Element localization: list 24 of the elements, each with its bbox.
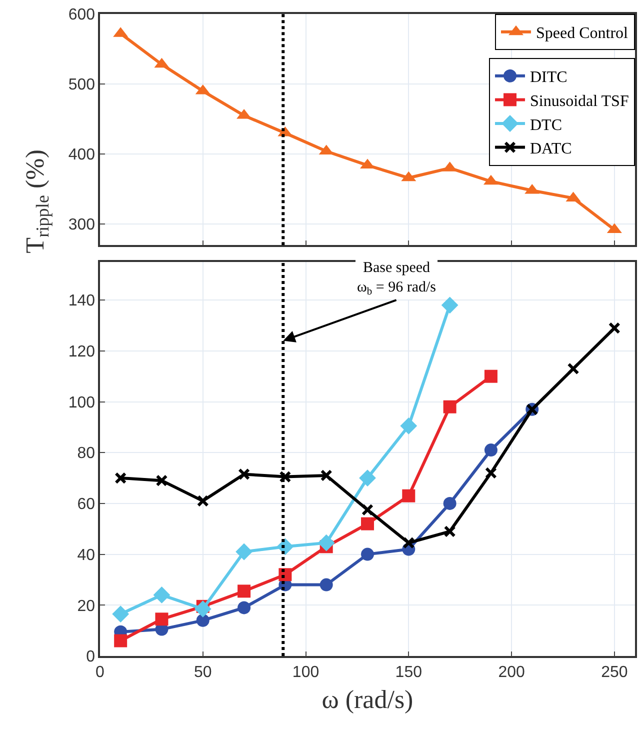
y-tick-label: 80 <box>77 445 96 462</box>
y-tick-label: 500 <box>68 76 96 94</box>
y-tick-label: 60 <box>77 496 96 514</box>
x-tick-label: 200 <box>498 664 525 681</box>
x-axis-title: ω (rad/s) <box>322 685 414 714</box>
y-tick-label: 400 <box>68 146 96 164</box>
y-tick-label: 600 <box>68 6 96 24</box>
x-tick-label: 100 <box>292 664 320 681</box>
y-tick-label: 100 <box>68 394 96 412</box>
legend-label: Speed Control <box>536 25 629 42</box>
y-tick-label: 20 <box>77 598 96 615</box>
x-tick-label: 50 <box>194 664 212 681</box>
legend-label: DTC <box>530 116 562 134</box>
y-tick-label: 140 <box>68 292 96 310</box>
legend-label: Sinusoidal TSF <box>530 92 629 110</box>
y-tick-label: 120 <box>68 344 96 361</box>
x-tick-label: 250 <box>601 664 628 681</box>
y-tick-label: 300 <box>68 216 96 234</box>
y-tick-label: 40 <box>77 546 96 564</box>
y-tick-label: 0 <box>86 648 96 666</box>
annotation: Base speed ω$_{b}$ = 96 rad/s <box>357 260 436 298</box>
legend-label: DATC <box>530 140 572 158</box>
x-tick-label: 150 <box>395 664 422 681</box>
legend-label: DITC <box>530 69 568 86</box>
